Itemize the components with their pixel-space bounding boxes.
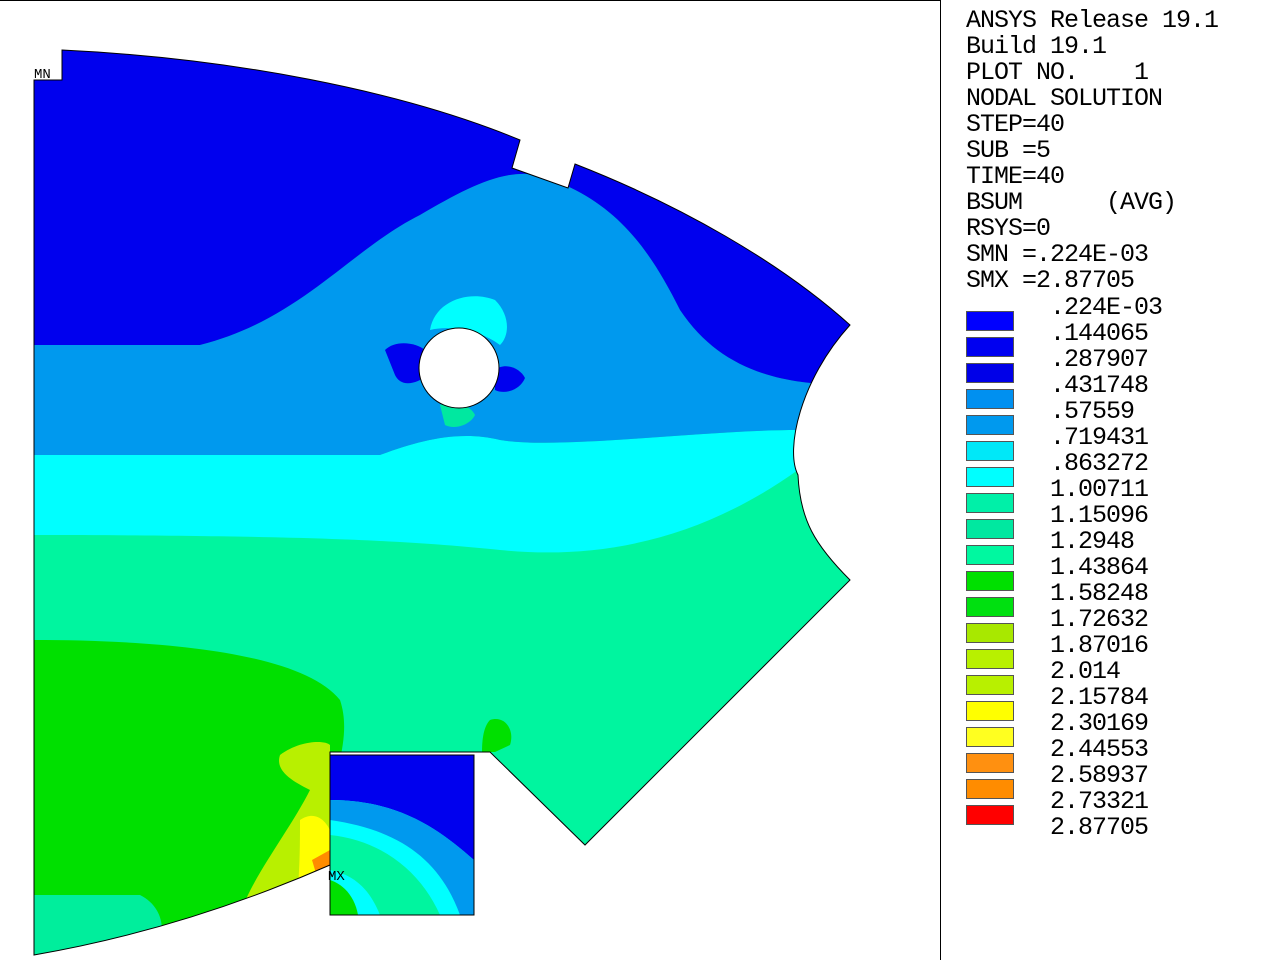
info-line: ANSYS Release 19.1 xyxy=(966,6,1219,35)
legend-label: 1.2948 xyxy=(1050,527,1135,556)
legend-label: .57559 xyxy=(1050,397,1135,426)
legend-swatch xyxy=(966,311,1014,331)
info-line: SMX =2.87705 xyxy=(966,266,1135,295)
band-cyan xyxy=(34,430,850,553)
legend-swatch xyxy=(966,597,1014,617)
legend-row: 2.44553 xyxy=(966,737,1276,778)
contour-plot: MN MX xyxy=(33,49,851,956)
plot-viewport xyxy=(0,0,941,960)
legend-label-final: 2.87705 xyxy=(1050,813,1149,842)
legend-label: 1.72632 xyxy=(1050,605,1149,634)
legend-row: .863272 xyxy=(966,451,1276,492)
band-teal-hole xyxy=(440,403,475,427)
info-line: SMN =.224E-03 xyxy=(966,240,1149,269)
legend-row: 2.30169 xyxy=(966,711,1276,752)
legend-label: .719431 xyxy=(1050,423,1149,452)
legend-label: 2.44553 xyxy=(1050,735,1149,764)
legend-label: 2.15784 xyxy=(1050,683,1149,712)
band-cyan-hole xyxy=(430,296,507,345)
legend-swatch xyxy=(966,727,1014,747)
info-line: NODAL SOLUTION xyxy=(966,84,1163,113)
legend-row: 1.58248 xyxy=(966,581,1276,622)
legend-swatch xyxy=(966,623,1014,643)
central-hole xyxy=(418,327,500,409)
legend-label: 1.00711 xyxy=(1050,475,1149,504)
legend-label: 2.014 xyxy=(1050,657,1121,686)
legend-swatch xyxy=(966,571,1014,591)
legend-swatch xyxy=(966,545,1014,565)
geometry-outline xyxy=(33,49,851,956)
band-green-spot xyxy=(482,719,512,752)
legend-label: 2.30169 xyxy=(1050,709,1149,738)
band-lobe-left xyxy=(385,343,425,384)
legend-row: .57559 xyxy=(966,399,1276,440)
legend-row: 2.15784 xyxy=(966,685,1276,726)
legend-swatch xyxy=(966,415,1014,435)
legend-swatch xyxy=(966,675,1014,695)
legend-swatch xyxy=(966,441,1014,461)
info-line: STEP=40 xyxy=(966,110,1065,139)
max-marker: MX xyxy=(328,869,345,885)
legend-swatch xyxy=(966,701,1014,721)
legend-label: 1.87016 xyxy=(1050,631,1149,660)
legend-row: .144065 xyxy=(966,321,1276,362)
info-panel: ANSYS Release 19.1 Build 19.1 PLOT NO. 1 NO… xyxy=(966,8,1276,294)
inset-detail xyxy=(329,754,475,916)
legend-label: 1.15096 xyxy=(1050,501,1149,530)
legend-label: .287907 xyxy=(1050,345,1149,374)
legend-label: .144065 xyxy=(1050,319,1149,348)
band-teal-patch xyxy=(34,895,162,955)
legend-label: .863272 xyxy=(1050,449,1149,478)
legend-label: 2.73321 xyxy=(1050,787,1149,816)
legend-row: 1.00711 xyxy=(966,477,1276,518)
legend-swatch xyxy=(966,805,1014,825)
legend-row: .719431 xyxy=(966,425,1276,466)
legend-row: .224E-03 xyxy=(966,295,1276,336)
legend-row: 2.58937 xyxy=(966,763,1276,804)
legend-row: 1.2948 xyxy=(966,529,1276,570)
legend-swatch xyxy=(966,779,1014,799)
legend-label: 1.43864 xyxy=(1050,553,1149,582)
info-line: TIME=40 xyxy=(966,162,1065,191)
info-line: SUB =5 xyxy=(966,136,1051,165)
contour-legend: .224E-03.144065.287907.431748.57559.7194… xyxy=(966,295,1276,841)
band-yellow xyxy=(298,815,330,888)
legend-label: .431748 xyxy=(1050,371,1149,400)
legend-swatch xyxy=(966,519,1014,539)
legend-row: .431748 xyxy=(966,373,1276,414)
legend-swatch xyxy=(966,389,1014,409)
legend-swatch xyxy=(966,649,1014,669)
legend-row: 1.87016 xyxy=(966,633,1276,674)
legend-swatch xyxy=(966,337,1014,357)
legend-row: 1.15096 xyxy=(966,503,1276,544)
legend-row: 2.73321 xyxy=(966,789,1276,830)
min-marker: MN xyxy=(34,67,51,83)
info-line: PLOT NO. 1 xyxy=(966,58,1149,87)
legend-row: 1.43864 xyxy=(966,555,1276,596)
info-line: Build 19.1 xyxy=(966,32,1107,61)
band-lobe-right xyxy=(495,366,525,392)
legend-row: .287907 xyxy=(966,347,1276,388)
legend-label: 1.58248 xyxy=(1050,579,1149,608)
legend-swatch xyxy=(966,467,1014,487)
info-line: BSUM (AVG) xyxy=(966,188,1177,217)
legend-label: 2.58937 xyxy=(1050,761,1149,790)
legend-row: 1.72632 xyxy=(966,607,1276,648)
legend-swatch xyxy=(966,363,1014,383)
info-line: RSYS=0 xyxy=(966,214,1051,243)
legend-swatch xyxy=(966,493,1014,513)
legend-swatch xyxy=(966,753,1014,773)
legend-label: .224E-03 xyxy=(1050,293,1163,322)
legend-row: 2.014 xyxy=(966,659,1276,700)
